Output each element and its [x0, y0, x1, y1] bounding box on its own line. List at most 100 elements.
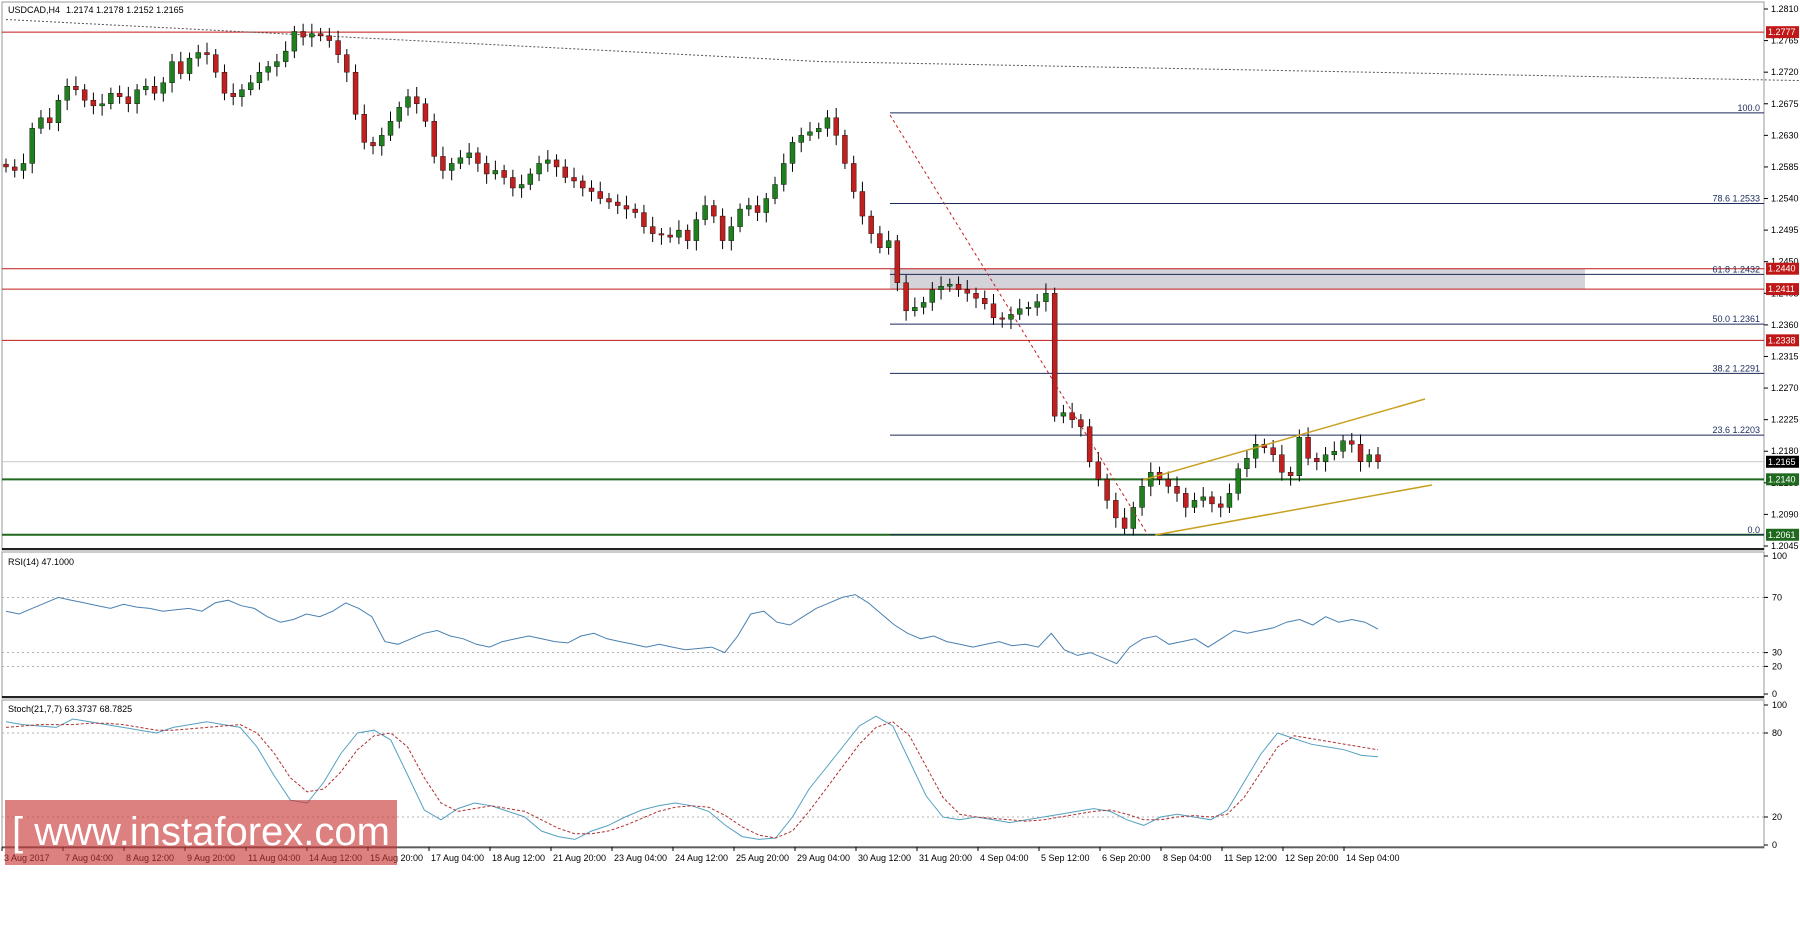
candle-body	[46, 117, 53, 123]
candle-body	[947, 283, 953, 287]
candle-body	[143, 86, 149, 90]
candle	[265, 60, 271, 81]
candle-body	[282, 50, 289, 62]
chart-header: USDCAD,H4 1.2174 1.2178 1.2152 1.2165	[8, 5, 184, 15]
candle-body	[405, 96, 411, 108]
candle-body	[772, 184, 778, 199]
candle-body	[641, 212, 647, 227]
candle-body	[38, 117, 44, 129]
candle	[798, 127, 804, 153]
candle	[807, 122, 813, 141]
candle-body	[483, 163, 490, 175]
candle-body	[816, 128, 822, 133]
candle-body	[824, 117, 831, 129]
price-tag-box	[1766, 528, 1799, 541]
candle-body	[580, 180, 586, 189]
candle-body	[195, 52, 201, 59]
candle	[1034, 293, 1040, 316]
candle	[1121, 508, 1128, 535]
candle	[772, 176, 778, 205]
price-tag-box	[1766, 334, 1799, 347]
rsi-title: RSI(14) 47.1000	[8, 557, 74, 567]
candle	[483, 155, 490, 184]
candle	[536, 155, 542, 181]
oscillator-main-line	[5, 715, 1379, 840]
candle-body	[291, 31, 298, 52]
candle-body	[125, 96, 132, 104]
candle-body	[256, 71, 263, 83]
moving-average-line	[5, 19, 1800, 82]
candle	[623, 195, 630, 219]
time-tick-label: 12 Sep 20:00	[1285, 853, 1339, 863]
price-tick-label: 1.2540	[1771, 194, 1799, 204]
candle	[143, 78, 149, 96]
price-tick-label: 1.2630	[1771, 130, 1799, 140]
candle-body	[501, 170, 507, 178]
resistance-zone	[890, 268, 1585, 290]
osc-tick-label: 70	[1772, 592, 1782, 602]
candle	[64, 78, 70, 111]
time-tick-label: 5 Sep 12:00	[1041, 853, 1090, 863]
candle	[1287, 466, 1294, 486]
candle	[125, 86, 132, 113]
candle-body	[247, 82, 254, 90]
price-tick-label: 1.2585	[1771, 162, 1799, 172]
candle	[1174, 476, 1180, 502]
candle-body	[536, 163, 542, 175]
candle	[999, 312, 1005, 328]
candle-body	[545, 159, 551, 164]
candle	[676, 220, 682, 245]
candle	[396, 101, 402, 129]
candle-body	[973, 293, 979, 299]
candle	[1209, 491, 1215, 513]
price-tick-label: 1.2180	[1771, 446, 1799, 456]
price-tick-label: 1.2360	[1771, 320, 1799, 330]
candle	[1375, 447, 1381, 469]
candle-body	[326, 35, 333, 41]
candle	[134, 84, 140, 114]
candle	[615, 194, 621, 214]
candle-body	[265, 66, 271, 73]
candle	[702, 195, 708, 226]
candle	[1025, 301, 1032, 316]
candle	[973, 287, 979, 309]
candle-body	[842, 135, 848, 164]
candle	[894, 235, 901, 292]
time-tick-label: 23 Aug 04:00	[614, 853, 667, 863]
candle-body	[12, 166, 18, 171]
candle	[169, 53, 175, 93]
candle	[824, 110, 831, 137]
candle	[151, 76, 158, 101]
price-tick-label: 1.2225	[1771, 415, 1799, 425]
candle	[737, 203, 743, 233]
candle	[728, 216, 735, 251]
candle	[431, 113, 437, 164]
price-tick-label: 1.2270	[1771, 383, 1799, 393]
candle	[1060, 404, 1067, 424]
candle	[912, 297, 918, 317]
candle-body	[833, 117, 839, 136]
fib-level-label: 0.0	[1747, 525, 1760, 535]
price-tick-label: 1.2450	[1771, 257, 1799, 267]
candle-body	[1183, 493, 1189, 508]
candle-body	[1148, 472, 1154, 487]
candle-body	[903, 282, 909, 312]
candle	[1252, 434, 1259, 469]
candle	[1314, 452, 1320, 471]
candle-body	[807, 131, 813, 136]
candle-body	[239, 89, 245, 97]
candle	[1130, 501, 1137, 536]
candle	[466, 143, 472, 165]
candle-body	[440, 156, 446, 171]
candle	[1226, 483, 1233, 514]
candle-body	[781, 163, 787, 185]
candle-body	[108, 93, 114, 104]
fib-level-label: 78.6 1.2533	[1712, 193, 1760, 203]
candle	[754, 195, 761, 221]
candle-body	[754, 205, 761, 213]
candle-body	[1025, 307, 1032, 309]
candle	[475, 147, 481, 172]
candle	[597, 181, 603, 205]
candle	[781, 153, 787, 192]
candle	[492, 160, 499, 180]
